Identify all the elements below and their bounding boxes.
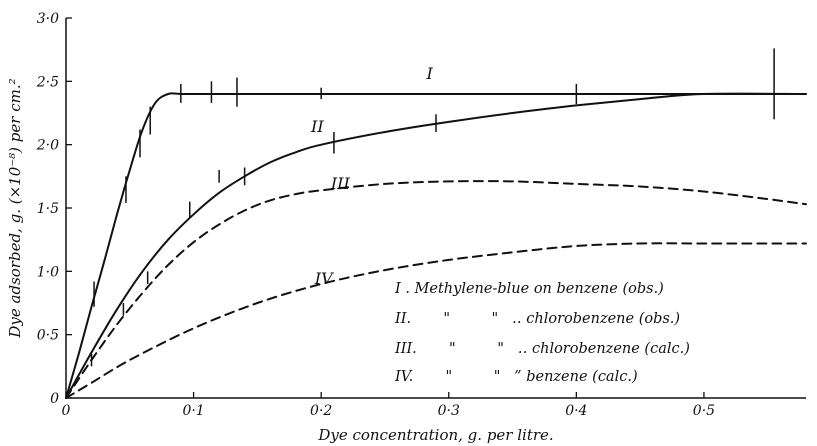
- series-iv-line: [65, 242, 807, 399]
- x-tick-label: 0: [62, 403, 71, 419]
- x-tick-label: 0·4: [565, 403, 587, 419]
- legend: I . Methylene-blue on benzene (obs.) II.…: [394, 281, 690, 385]
- error-bar-layer: [90, 48, 775, 367]
- x-tick-label: 0·1: [182, 403, 204, 419]
- series-i-line: [65, 92, 807, 399]
- legend-entry-iii: III. " " ‥ chlorobenzene (calc.): [394, 341, 690, 357]
- y-tick-label: 0·5: [37, 328, 59, 344]
- x-tick-label: 0·3: [438, 403, 460, 419]
- x-axis-title: Dye concentration, g. per litre.: [317, 426, 553, 444]
- x-ticks: 0 0·1 0·2 0·3 0·4 0·5: [62, 392, 715, 419]
- curve-label-i: I: [425, 64, 433, 83]
- series-ii-line: [65, 92, 807, 399]
- legend-entry-i: I . Methylene-blue on benzene (obs.): [394, 281, 664, 297]
- y-tick-label: 2·0: [36, 138, 59, 154]
- y-axis-title: Dye adsorbed, g. (×10⁻⁸) per cm.²: [6, 78, 24, 338]
- legend-entry-ii: II. " " ‥ chlorobenzene (obs.): [394, 311, 680, 327]
- curve-label-iv: IV: [314, 269, 334, 288]
- x-tick-label: 0·5: [693, 403, 715, 419]
- y-tick-label: 0: [50, 391, 59, 407]
- series-layer: [65, 92, 807, 399]
- y-ticks: 0 0·5 1·0 1·5 2·0 2·5 3·0: [36, 11, 72, 407]
- curve-label-ii: II: [310, 117, 324, 136]
- legend-entry-iv: IV. " " ” benzene (calc.): [394, 369, 638, 385]
- y-tick-label: 2·5: [36, 74, 59, 90]
- series-iii-line: [65, 180, 807, 399]
- curve-label-iii: III: [330, 174, 351, 193]
- y-tick-label: 1·0: [37, 264, 59, 280]
- y-tick-label: 3·0: [37, 11, 59, 27]
- x-tick-label: 0·2: [310, 403, 332, 419]
- y-tick-label: 1·5: [37, 201, 59, 217]
